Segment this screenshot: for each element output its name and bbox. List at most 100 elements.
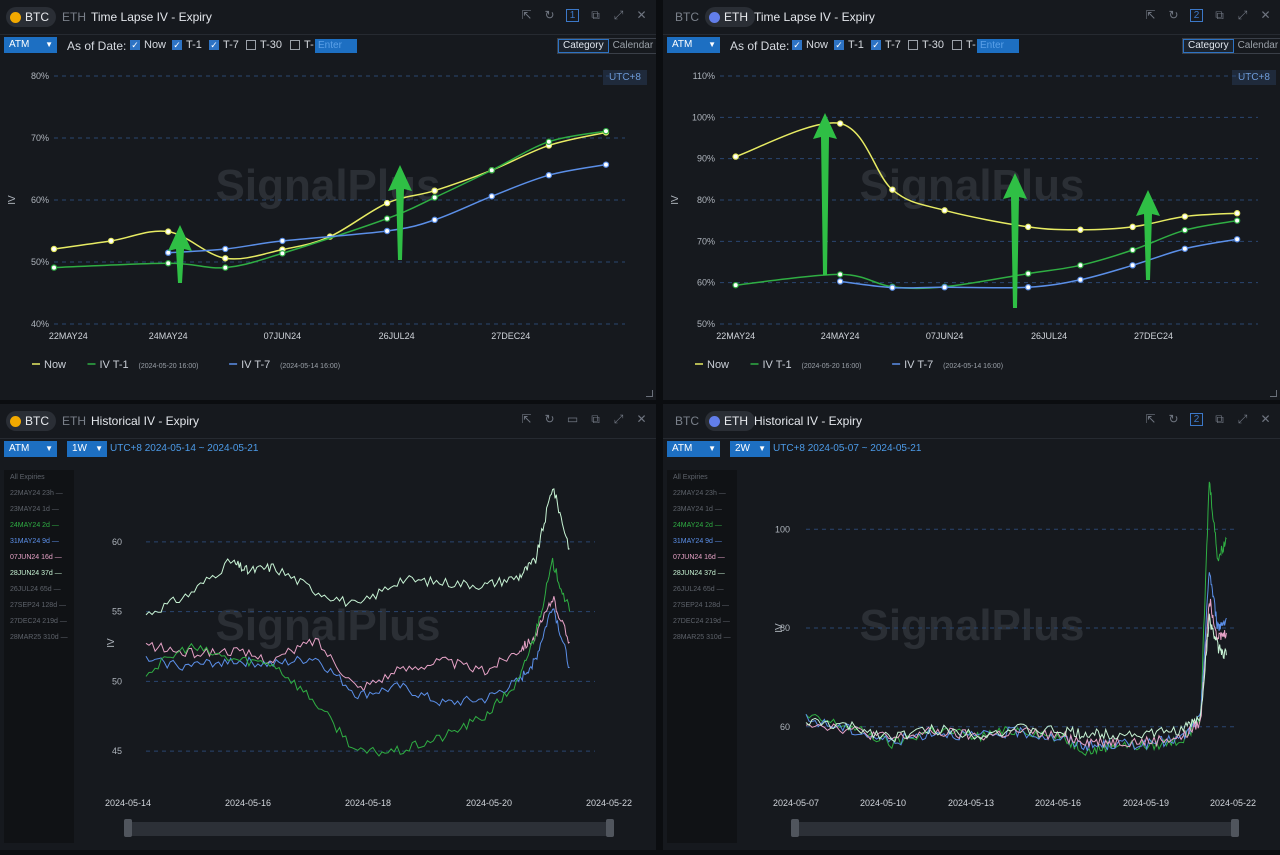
expiry-item[interactable]: 26JUL24 65d — — [667, 582, 737, 598]
close-icon[interactable]: ✕ — [636, 8, 647, 22]
toggle-calendar[interactable]: Calendar — [1237, 40, 1279, 51]
expand-icon[interactable]: ⤢ — [613, 8, 624, 22]
panel-number-badge[interactable]: 1 — [566, 9, 579, 22]
refresh-icon[interactable]: ↻ — [1168, 8, 1179, 22]
y-tick-label: 70% — [31, 133, 49, 143]
zoom-scrollbar[interactable] — [791, 819, 1239, 837]
expiry-item[interactable]: 28JUN24 37d — — [4, 566, 74, 582]
share-icon[interactable]: ⇱ — [521, 8, 532, 22]
expiry-item[interactable]: 23MAY24 1d — — [667, 502, 737, 518]
checkbox-now[interactable]: ✓ Now — [130, 39, 166, 51]
zoom-handle-left[interactable] — [791, 819, 799, 837]
expand-icon[interactable]: ⤢ — [1237, 412, 1248, 426]
coin-tab-btc[interactable]: BTC — [675, 10, 699, 24]
expiry-item[interactable]: 07JUN24 16d — — [4, 550, 74, 566]
folder-icon[interactable]: ▭ — [566, 412, 579, 426]
expiry-item[interactable]: 23MAY24 1d — — [4, 502, 74, 518]
panel-title: Time Lapse IV - Expiry — [754, 10, 875, 24]
panel-number-badge[interactable]: 2 — [1190, 9, 1203, 22]
atm-select[interactable]: ATM ▼ — [4, 441, 57, 457]
refresh-icon[interactable]: ↻ — [544, 8, 555, 22]
zoom-handle-left[interactable] — [124, 819, 132, 837]
refresh-icon[interactable]: ↻ — [1168, 412, 1179, 426]
checkbox-t7[interactable]: ✓ T-7 — [871, 39, 901, 51]
expiry-item[interactable]: 27DEC24 219d — — [667, 614, 737, 630]
series-line — [145, 608, 570, 707]
checkbox-custom[interactable]: T- — [952, 39, 976, 51]
expiry-item[interactable]: 27SEP24 128d — — [667, 598, 737, 614]
expiry-item[interactable]: 27SEP24 128d — — [4, 598, 74, 614]
coin-tab-eth[interactable]: ETH — [705, 7, 755, 27]
duplicate-icon[interactable]: ⧉ — [1215, 8, 1224, 22]
checkbox-box — [952, 40, 962, 50]
resize-handle[interactable] — [646, 390, 653, 397]
toggle-category[interactable]: Category — [1183, 39, 1234, 53]
data-point — [889, 283, 896, 290]
checkbox-now[interactable]: ✓ Now — [792, 39, 828, 51]
checkbox-label: T-1 — [186, 39, 202, 51]
expiry-item[interactable]: 22MAY24 23h — — [4, 486, 74, 502]
close-icon[interactable]: ✕ — [636, 412, 647, 426]
share-icon[interactable]: ⇱ — [521, 412, 532, 426]
expand-icon[interactable]: ⤢ — [613, 412, 624, 426]
custom-days-input[interactable]: Enter — [315, 39, 357, 53]
expiry-label: 22MAY24 23h — [673, 490, 717, 497]
expiry-item[interactable]: 22MAY24 23h — — [667, 486, 737, 502]
expiry-item[interactable]: 28JUN24 37d — — [667, 566, 737, 582]
resize-handle[interactable] — [1270, 390, 1277, 397]
expiry-list-header[interactable]: All Expiries — [673, 474, 708, 481]
expiry-item[interactable]: 31MAY24 9d — — [667, 534, 737, 550]
checkbox-custom[interactable]: T- — [290, 39, 314, 51]
coin-tab-btc[interactable]: BTC — [675, 414, 699, 428]
controls-bar: ATM ▼ As of Date: ✓ Now ✓ T-1 ✓ T-7 T-30 T- … — [0, 37, 656, 57]
period-select[interactable]: 2W ▼ — [730, 441, 770, 457]
coin-tab-btc[interactable]: BTC — [6, 7, 56, 27]
coin-tab-eth[interactable]: ETH — [62, 414, 86, 428]
refresh-icon[interactable]: ↻ — [544, 412, 555, 426]
expiry-item[interactable]: 24MAY24 2d — — [4, 518, 74, 534]
expiry-item[interactable]: 31MAY24 9d — — [4, 534, 74, 550]
share-icon[interactable]: ⇱ — [1145, 412, 1156, 426]
zoom-handle-right[interactable] — [606, 819, 614, 837]
checkbox-t1[interactable]: ✓ T-1 — [172, 39, 202, 51]
checkbox-t30[interactable]: T-30 — [246, 39, 282, 51]
expiry-item[interactable]: 27DEC24 219d — — [4, 614, 74, 630]
custom-days-input[interactable]: Enter — [977, 39, 1019, 53]
zoom-handle-right[interactable] — [1231, 819, 1239, 837]
duplicate-icon[interactable]: ⧉ — [591, 412, 600, 426]
toggle-category[interactable]: Category — [558, 39, 609, 53]
checkbox-t7[interactable]: ✓ T-7 — [209, 39, 239, 51]
expiry-item[interactable]: 24MAY24 2d — — [667, 518, 737, 534]
close-icon[interactable]: ✕ — [1260, 8, 1271, 22]
x-tick-label: 2024-05-20 — [466, 798, 512, 808]
expiry-item[interactable]: 28MAR25 310d — — [4, 630, 74, 646]
atm-select[interactable]: ATM ▼ — [4, 37, 57, 53]
coin-label: ETH — [724, 414, 748, 428]
expiry-item[interactable]: 07JUN24 16d — — [667, 550, 737, 566]
duplicate-icon[interactable]: ⧉ — [1215, 412, 1224, 426]
checkbox-t1[interactable]: ✓ T-1 — [834, 39, 864, 51]
legend-label: IV T-7 — [904, 359, 933, 371]
date-range[interactable]: UTC+8 2024-05-14 ~ 2024-05-21 — [110, 443, 259, 454]
expiry-color-mark: — — [49, 522, 59, 529]
atm-select[interactable]: ATM ▼ — [667, 441, 720, 457]
expiry-color-mark: — — [720, 602, 730, 609]
coin-tab-eth[interactable]: ETH — [62, 10, 86, 24]
close-icon[interactable]: ✕ — [1260, 412, 1271, 426]
duplicate-icon[interactable]: ⧉ — [591, 8, 600, 22]
panel-number-badge[interactable]: 2 — [1190, 413, 1203, 426]
checkbox-t30[interactable]: T-30 — [908, 39, 944, 51]
expiry-item[interactable]: 28MAR25 310d — — [667, 630, 737, 646]
zoom-scrollbar[interactable] — [124, 819, 614, 837]
atm-select[interactable]: ATM ▼ — [667, 37, 720, 53]
period-select[interactable]: 1W ▼ — [67, 441, 107, 457]
coin-tab-btc[interactable]: BTC — [6, 411, 56, 431]
date-range[interactable]: UTC+8 2024-05-07 ~ 2024-05-21 — [773, 443, 922, 454]
coin-tab-eth[interactable]: ETH — [705, 411, 755, 431]
expiry-list-header[interactable]: All Expiries — [10, 474, 45, 481]
toggle-calendar[interactable]: Calendar — [612, 40, 654, 51]
expand-icon[interactable]: ⤢ — [1237, 8, 1248, 22]
expiry-item[interactable]: 26JUL24 65d — — [4, 582, 74, 598]
coin-label: ETH — [724, 10, 748, 24]
share-icon[interactable]: ⇱ — [1145, 8, 1156, 22]
